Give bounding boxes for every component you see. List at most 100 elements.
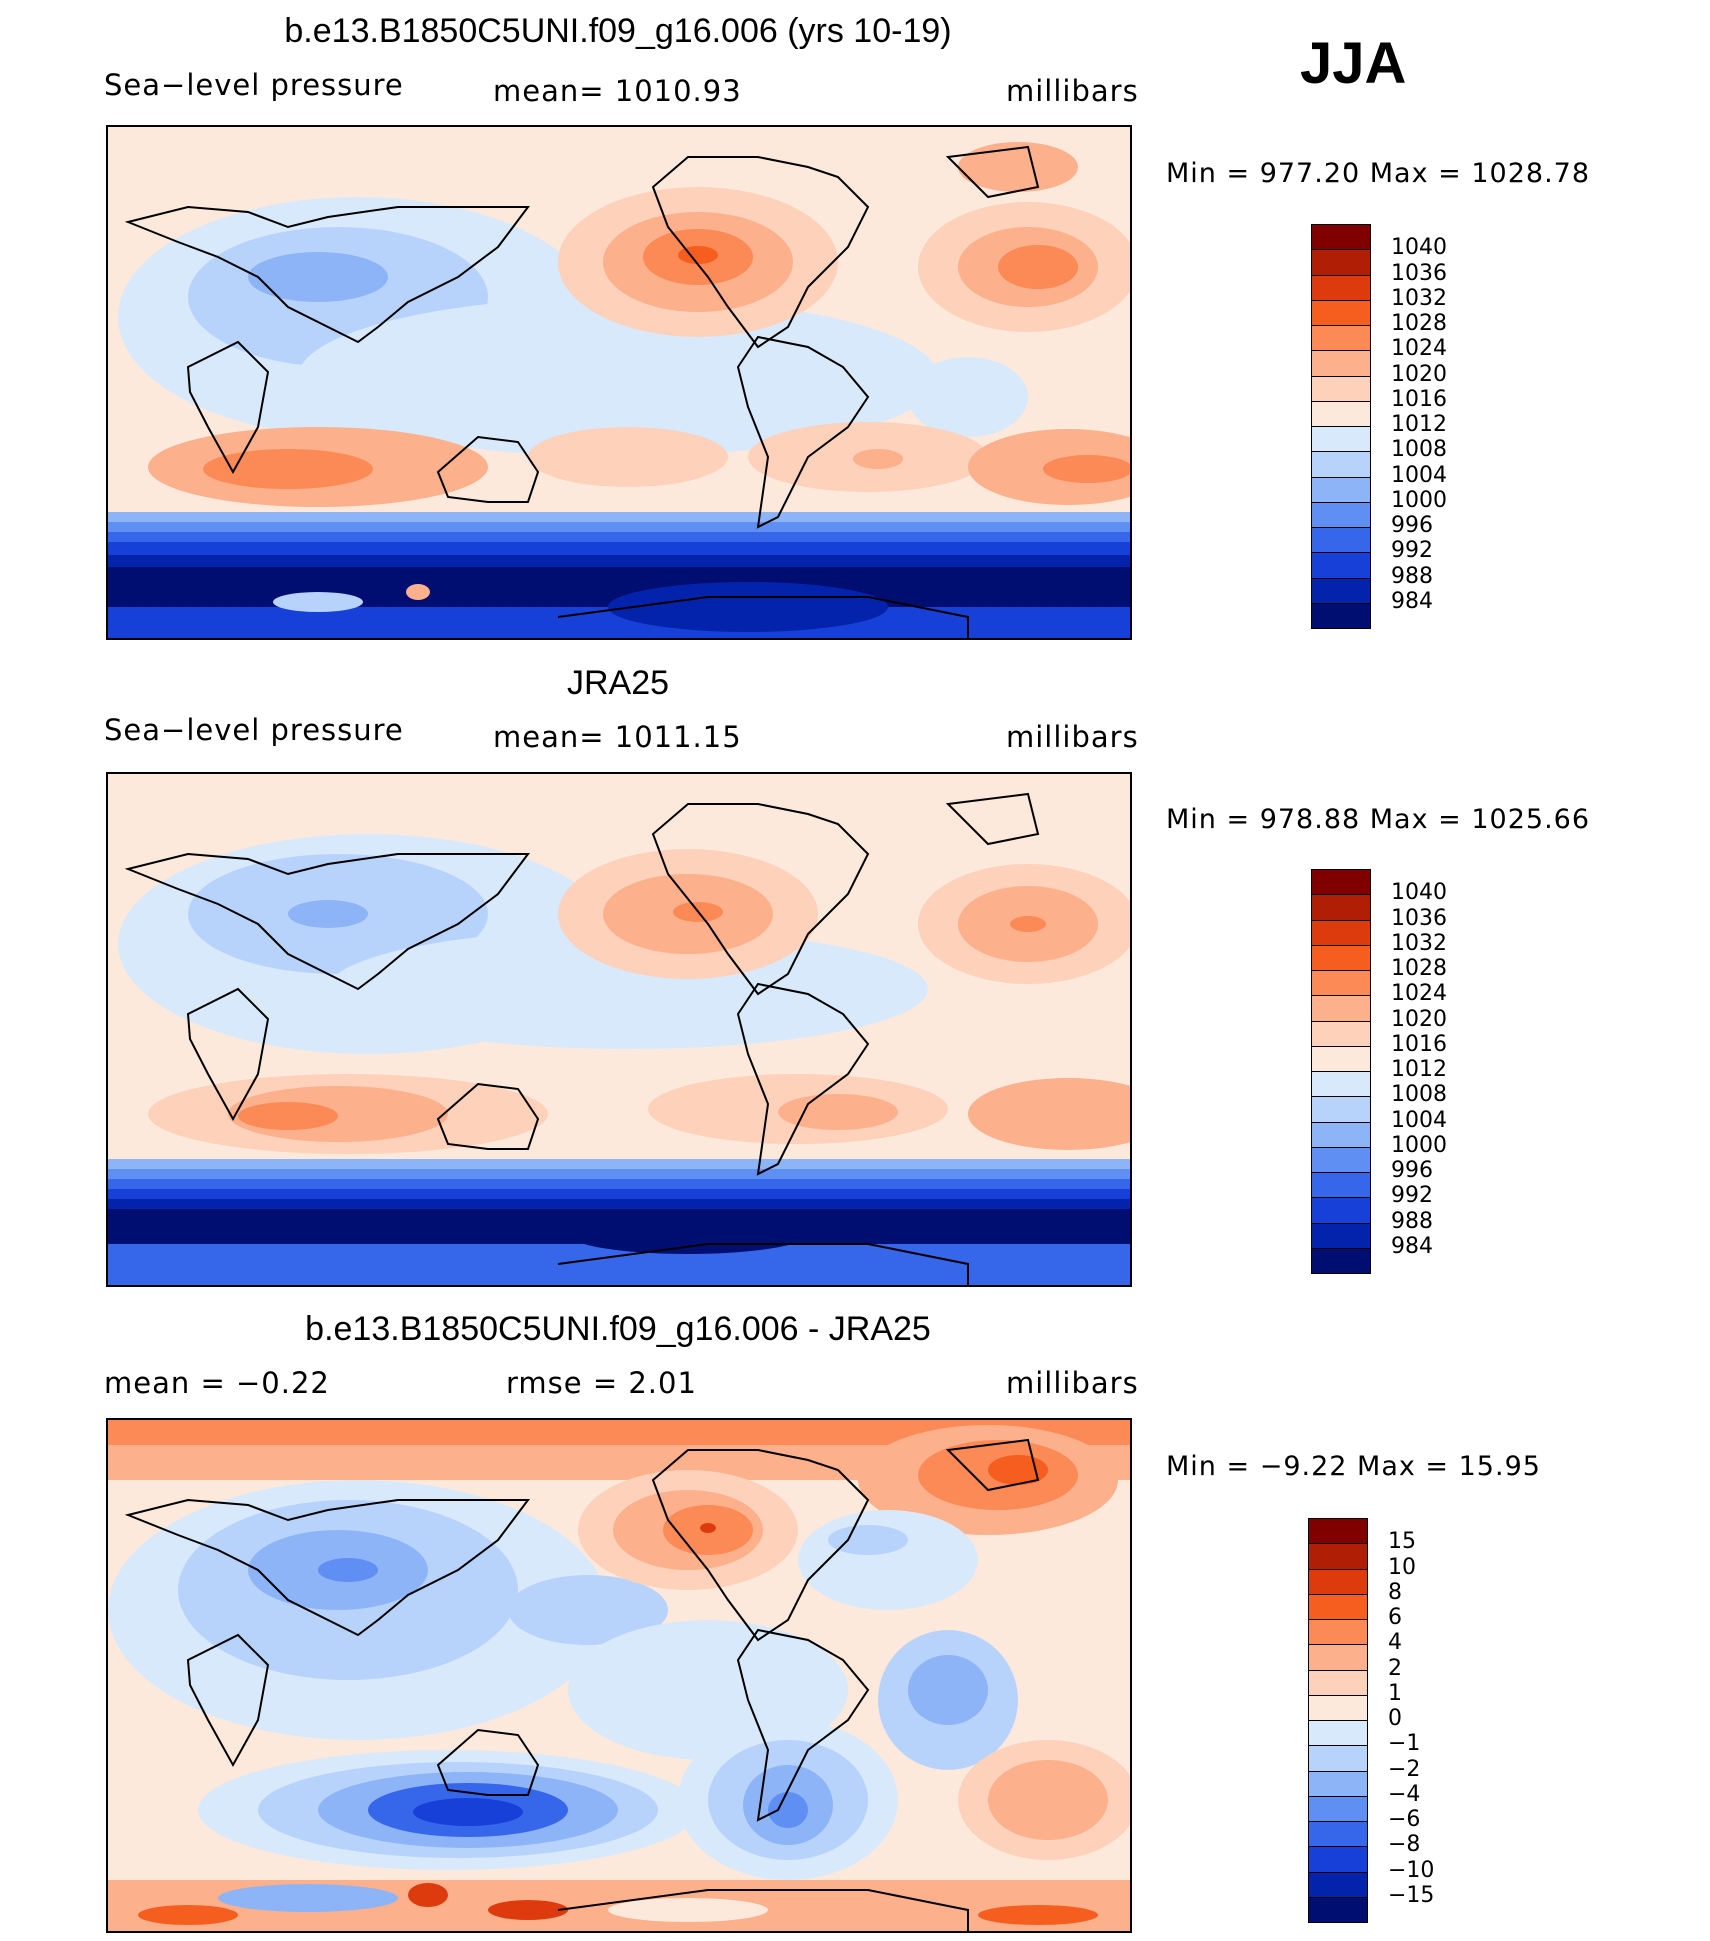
colorbar-label: 8 <box>1388 1579 1402 1605</box>
panel-2-units: millibars <box>1006 720 1139 754</box>
panel-2-variable: Sea−level pressure <box>104 713 404 747</box>
colorbar-label: −15 <box>1388 1882 1435 1908</box>
colorbar-label: 6 <box>1388 1605 1402 1630</box>
colorbar-swatch <box>1311 249 1371 276</box>
colorbar-label: −1 <box>1388 1731 1421 1757</box>
colorbar-swatch <box>1311 577 1371 604</box>
colorbar-swatch <box>1311 1121 1371 1148</box>
panel-3-minmax: Min = −9.22 Max = 15.95 <box>1166 1451 1541 1482</box>
colorbar-swatch <box>1311 325 1371 352</box>
colorbar-swatch <box>1311 944 1371 971</box>
colorbar-label: 1000 <box>1391 487 1447 513</box>
colorbar-swatch <box>1311 350 1371 377</box>
colorbar-swatch <box>1308 1821 1368 1848</box>
colorbar-label: 1004 <box>1391 1107 1447 1133</box>
colorbar-label: 2 <box>1388 1655 1402 1681</box>
colorbar-swatch <box>1311 501 1371 528</box>
colorbar-label: 10 <box>1388 1554 1416 1580</box>
colorbar-label: 988 <box>1391 563 1433 589</box>
colorbar-swatch <box>1308 1846 1368 1873</box>
colorbar-label: 1020 <box>1391 1006 1447 1032</box>
colorbar-label: 1 <box>1388 1680 1402 1706</box>
colorbar-label: 1016 <box>1391 386 1447 412</box>
colorbar-swatch <box>1311 552 1371 579</box>
colorbar-swatch <box>1311 1172 1371 1199</box>
colorbar-swatch <box>1311 1020 1371 1047</box>
colorbar-swatch <box>1311 1146 1371 1173</box>
colorbar-label: 4 <box>1388 1630 1402 1656</box>
colorbar-label: 15 <box>1388 1529 1416 1555</box>
colorbar-swatch <box>1311 426 1371 453</box>
colorbar-label: 1032 <box>1391 930 1447 956</box>
colorbar-label: −10 <box>1388 1857 1435 1883</box>
colorbar-swatch <box>1311 894 1371 921</box>
colorbar-label: 992 <box>1391 538 1433 564</box>
panel-1-colorbar: 1040 1036 1032 1028 1024 1020 1016 1012 1008 1004… <box>1311 224 1511 629</box>
colorbar-label: 1036 <box>1391 260 1447 286</box>
colorbar-swatch <box>1308 1568 1368 1595</box>
colorbar-label: 1020 <box>1391 361 1447 387</box>
colorbar-label: −4 <box>1388 1781 1421 1807</box>
panel-3-map <box>106 1418 1132 1933</box>
colorbar-label: 1040 <box>1391 235 1447 261</box>
colorbar-swatch <box>1308 1694 1368 1721</box>
colorbar-label: 996 <box>1391 513 1433 538</box>
colorbar-swatch <box>1311 1045 1371 1072</box>
colorbar-swatch <box>1311 400 1371 427</box>
colorbar-label: 1012 <box>1391 412 1447 437</box>
panel-1-units: millibars <box>1006 74 1139 108</box>
panel-3-map-svg <box>108 1420 1130 1931</box>
colorbar-label: 0 <box>1388 1706 1402 1731</box>
colorbar-swatch <box>1311 299 1371 326</box>
colorbar-label: 1008 <box>1391 437 1447 463</box>
panel-2-colorbar: 1040 1036 1032 1028 1024 1020 1016 1012 1008 1004… <box>1311 869 1511 1274</box>
colorbar-swatch <box>1311 919 1371 946</box>
colorbar-swatch <box>1311 602 1371 629</box>
colorbar-label: 996 <box>1391 1158 1433 1183</box>
colorbar-swatch <box>1311 274 1371 301</box>
colorbar-swatch <box>1308 1720 1368 1747</box>
panel-2-title: JRA25 <box>566 664 670 702</box>
colorbar-swatch <box>1308 1619 1368 1646</box>
colorbar-label: −2 <box>1388 1756 1421 1782</box>
panel-1-map <box>106 125 1132 640</box>
colorbar-swatch <box>1308 1518 1368 1545</box>
panel-2-map-svg <box>108 774 1130 1285</box>
panel-1-mean: mean= 1010.93 <box>493 74 742 108</box>
colorbar-swatch <box>1311 869 1371 896</box>
colorbar-swatch <box>1311 451 1371 478</box>
colorbar-label: 1008 <box>1391 1082 1447 1108</box>
panel-2-mean: mean= 1011.15 <box>493 720 742 754</box>
colorbar-swatch <box>1311 527 1371 554</box>
panel-2-minmax: Min = 978.88 Max = 1025.66 <box>1166 804 1591 835</box>
panel-3-title: b.e13.B1850C5UNI.f09_g16.006 - JRA25 <box>305 1310 931 1348</box>
colorbar-swatch <box>1311 1096 1371 1123</box>
colorbar-label: 984 <box>1391 1233 1433 1259</box>
panel-2-map <box>106 772 1132 1287</box>
season-label: JJA <box>1300 31 1407 96</box>
panel-3-colorbar: 15 10 8 6 4 2 1 0 −1 −2 −4 −6 −8 −10 −15 <box>1308 1518 1508 1923</box>
colorbar-label: 1024 <box>1391 336 1447 362</box>
panel-1-map-svg <box>108 127 1130 638</box>
colorbar-swatch <box>1311 1071 1371 1098</box>
colorbar-swatch <box>1311 995 1371 1022</box>
panel-1-minmax: Min = 977.20 Max = 1028.78 <box>1166 158 1591 189</box>
colorbar-label: 992 <box>1391 1183 1433 1209</box>
colorbar-label: 988 <box>1391 1208 1433 1234</box>
colorbar-swatch <box>1311 476 1371 503</box>
colorbar-label: 1040 <box>1391 880 1447 906</box>
colorbar-swatch <box>1308 1745 1368 1772</box>
colorbar-swatch <box>1311 970 1371 997</box>
colorbar-label: 1000 <box>1391 1132 1447 1158</box>
colorbar-swatch <box>1308 1669 1368 1696</box>
colorbar-label: −8 <box>1388 1832 1421 1858</box>
colorbar-label: 1032 <box>1391 285 1447 311</box>
colorbar-label: 1016 <box>1391 1031 1447 1057</box>
panel-1-title: b.e13.B1850C5UNI.f09_g16.006 (yrs 10-19) <box>284 12 952 50</box>
colorbar-swatch <box>1311 224 1371 251</box>
colorbar-label: 1004 <box>1391 462 1447 488</box>
colorbar-label: 1036 <box>1391 905 1447 931</box>
colorbar-swatch <box>1308 1543 1368 1570</box>
colorbar-swatch <box>1311 375 1371 402</box>
colorbar-swatch <box>1311 1197 1371 1224</box>
